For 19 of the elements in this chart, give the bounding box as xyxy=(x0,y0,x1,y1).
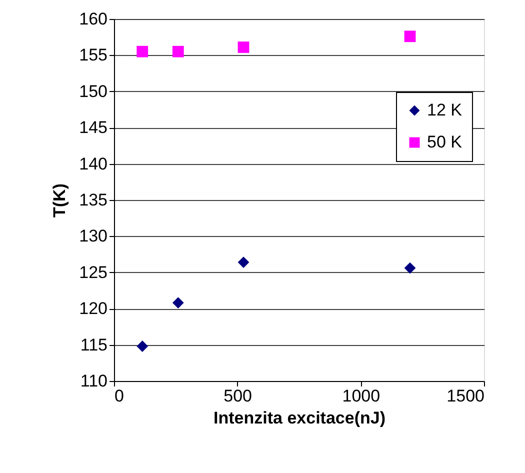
y-axis-title: T(K) xyxy=(50,184,70,218)
y-tick-label: 155 xyxy=(79,46,108,65)
y-tick-label: 120 xyxy=(79,299,108,318)
y-tick-label: 140 xyxy=(79,154,108,174)
y-tick-label: 115 xyxy=(80,335,108,354)
x-tick-label: 1500 xyxy=(446,386,484,406)
x-tick-label: 1000 xyxy=(342,386,380,406)
x-axis-title: Intenzita excitace(nJ) xyxy=(214,408,386,428)
y-tick-label: 145 xyxy=(79,118,108,138)
y-tick-label: 135 xyxy=(79,190,108,210)
y-tick-label: 125 xyxy=(79,262,108,282)
y-tick-label: 150 xyxy=(79,82,108,101)
x-tick-label: 500 xyxy=(224,386,252,406)
x-tick-label: 0 xyxy=(114,386,124,406)
y-tick-label: 160 xyxy=(79,10,108,28)
legend-label: 50 K xyxy=(427,132,463,152)
legend-label: 12 K xyxy=(427,100,463,120)
y-tick-label: 130 xyxy=(79,226,108,246)
y-tick-label: 110 xyxy=(80,372,108,390)
